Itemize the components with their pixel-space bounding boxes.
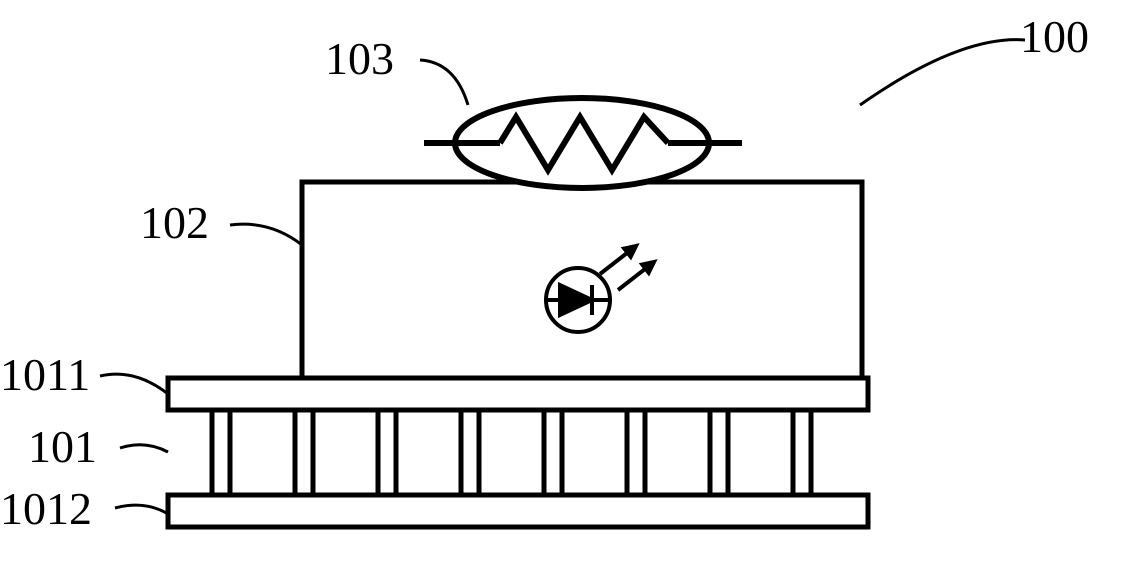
pillar-group <box>212 410 811 495</box>
label-103: 103 <box>325 32 394 85</box>
resistor-component <box>424 98 742 188</box>
label-100: 100 <box>1020 10 1089 63</box>
label-1011: 1011 <box>0 348 90 401</box>
label-101: 101 <box>28 420 97 473</box>
label-1012: 1012 <box>0 482 92 535</box>
device-structure <box>168 378 868 527</box>
diagram-root: 100 103 102 1011 101 1012 <box>0 0 1137 562</box>
label-102: 102 <box>140 196 209 249</box>
light-emitter-box <box>302 182 862 378</box>
diagram-svg <box>0 0 1137 562</box>
